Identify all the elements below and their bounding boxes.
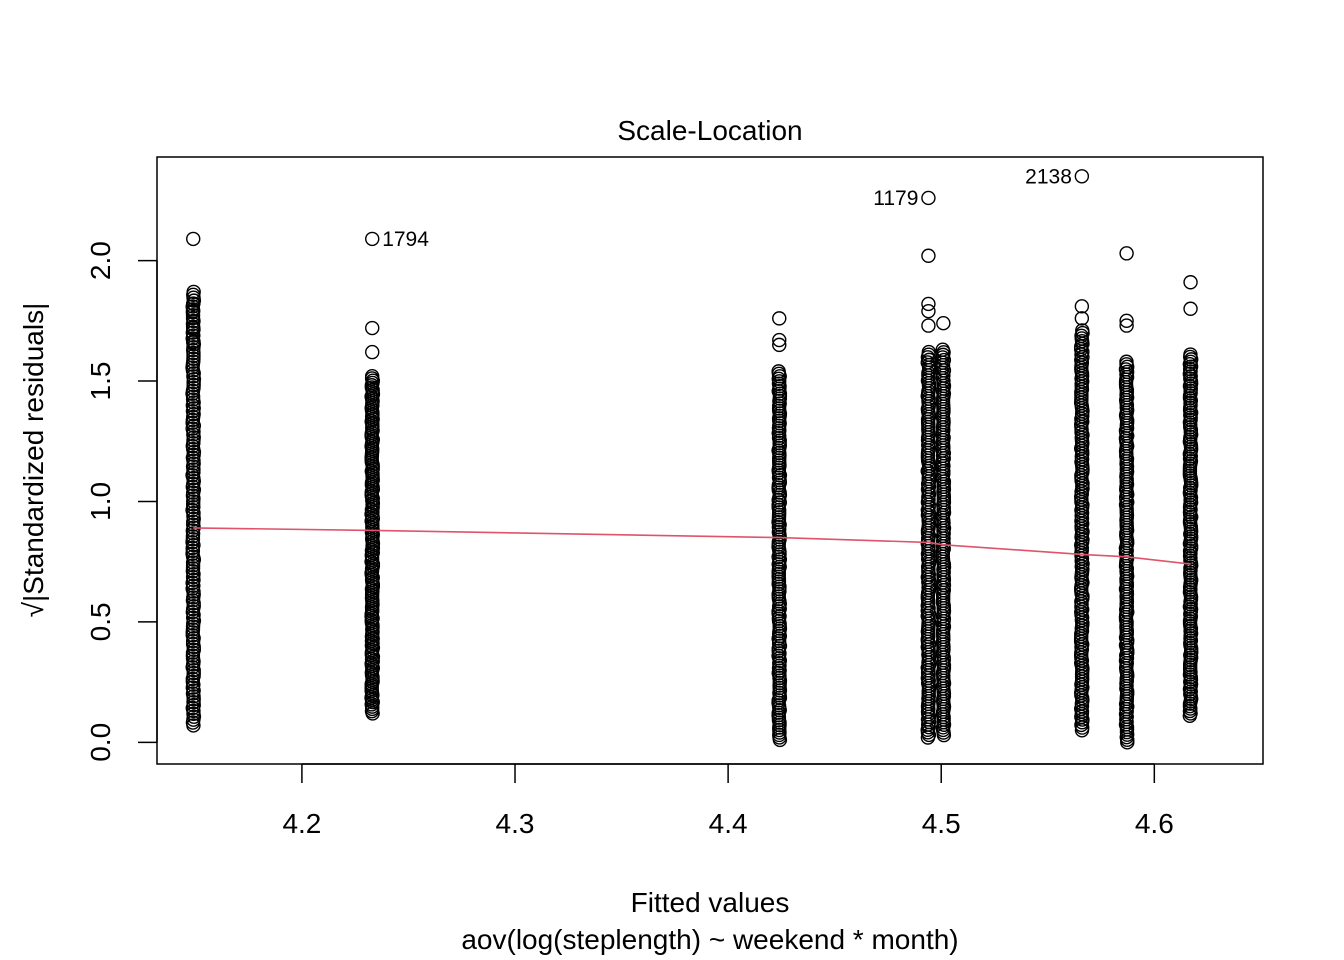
outlier-point — [365, 231, 380, 247]
y-tick-label: 1.0 — [85, 482, 116, 521]
x-tick-label: 4.6 — [1135, 808, 1174, 839]
outlier-point — [921, 318, 936, 333]
outlier-point — [1074, 169, 1090, 184]
y-tick-label: 0.0 — [85, 723, 116, 762]
outlier-point — [772, 332, 787, 348]
outlier-point — [186, 231, 201, 247]
point-label: 1179 — [873, 187, 918, 210]
data-point — [186, 284, 201, 300]
outlier-point — [186, 303, 201, 319]
outlier-point — [1183, 275, 1198, 290]
outlier-point — [1074, 299, 1090, 314]
outlier-point — [1119, 246, 1134, 261]
point-labels-layer: 1794 1179 2138 — [382, 165, 1072, 251]
data-point — [921, 344, 937, 360]
outlier-point — [772, 337, 787, 353]
outlier-point — [921, 296, 936, 312]
y-axis-label: √|Standardized residuals| — [18, 303, 49, 618]
outlier-point — [921, 248, 936, 263]
point-label: 1794 — [382, 228, 429, 251]
x-axis: 4.2 4.3 4.4 4.5 4.6 — [282, 763, 1174, 839]
x-tick-label: 4.3 — [496, 808, 535, 839]
x-tick-label: 4.4 — [709, 808, 748, 839]
data-point — [771, 364, 786, 379]
outlier-point — [921, 190, 936, 206]
data-point — [1183, 347, 1198, 362]
outlier-point — [1074, 311, 1090, 326]
outlier-point — [1119, 318, 1134, 333]
outlier-point — [365, 320, 380, 336]
point-label: 2138 — [1025, 165, 1072, 188]
y-axis: 0.0 0.5 1.0 1.5 2.0 — [85, 241, 158, 762]
outlier-point — [921, 303, 936, 319]
points-layer — [185, 169, 1199, 750]
data-point — [364, 368, 380, 384]
outlier-point — [1119, 313, 1134, 328]
outlier-point — [186, 335, 201, 350]
outlier-point — [186, 320, 201, 336]
chart-title: Scale-Location — [617, 115, 802, 146]
outlier-point — [186, 296, 201, 312]
y-tick-label: 1.5 — [85, 362, 116, 401]
outlier-point — [1183, 301, 1198, 316]
data-point — [1119, 354, 1134, 369]
plot-frame — [156, 156, 1264, 765]
y-tick-label: 0.5 — [85, 602, 116, 641]
x-tick-label: 4.2 — [282, 808, 321, 839]
data-point — [1183, 359, 1199, 374]
outlier-point — [365, 344, 380, 360]
x-tick-label: 4.5 — [922, 808, 961, 839]
data-point — [1075, 323, 1090, 338]
chart-subtitle: aov(log(steplength) ~ weekend * month) — [461, 924, 958, 955]
data-point — [935, 342, 950, 357]
outlier-point — [772, 311, 787, 326]
data-point — [920, 355, 935, 370]
x-axis-label: Fitted values — [631, 887, 790, 918]
y-tick-label: 2.0 — [85, 241, 116, 280]
smooth-line — [193, 527, 1191, 565]
outlier-point — [936, 316, 951, 331]
